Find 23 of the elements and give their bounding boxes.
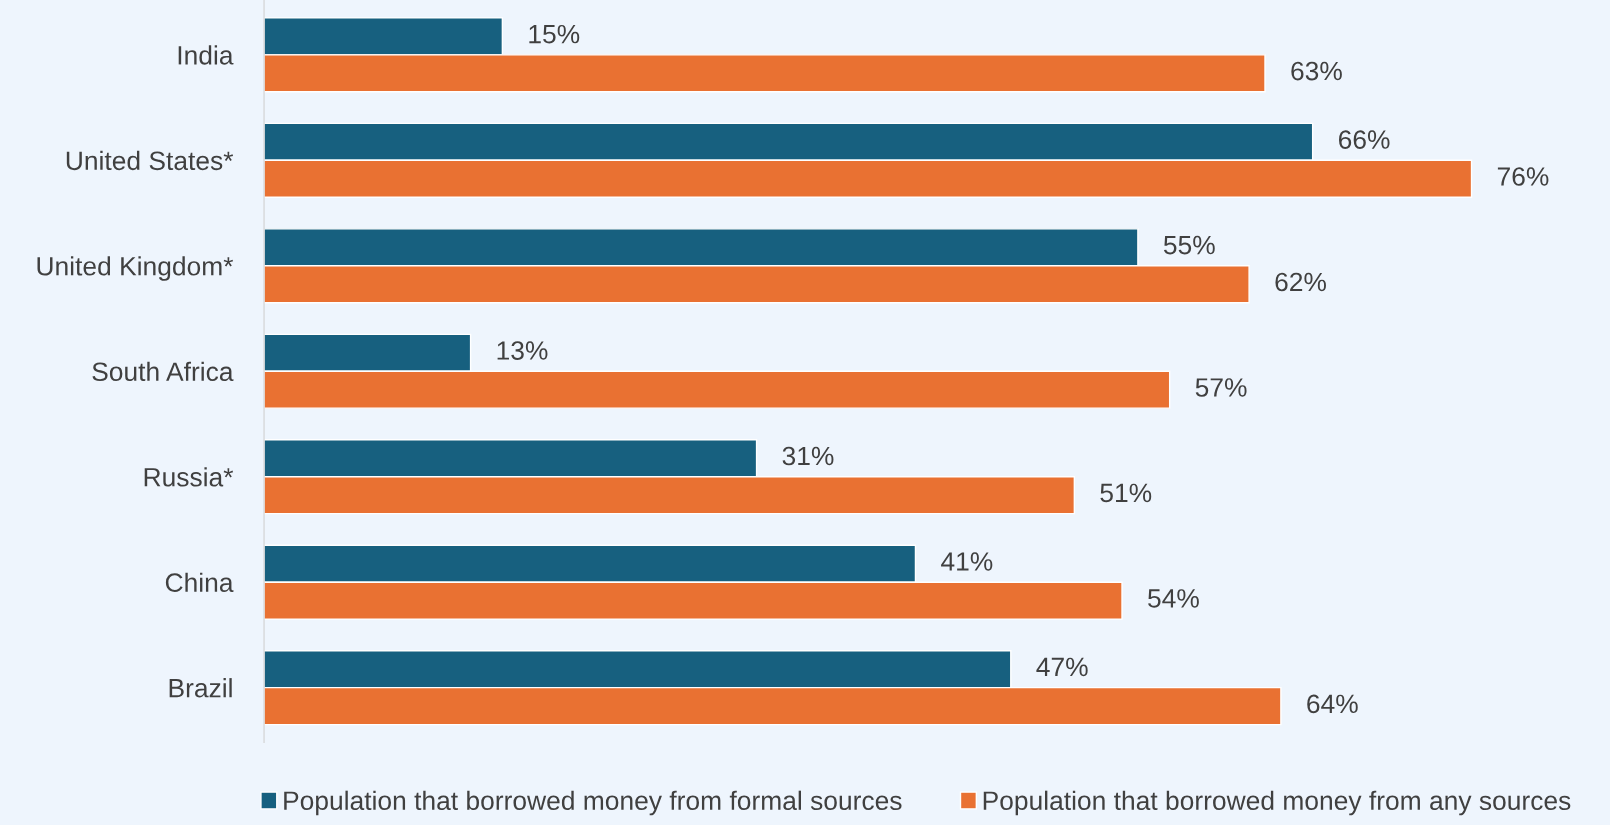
data-label: 64%: [1307, 694, 1358, 714]
data-label: 41%: [941, 552, 993, 571]
y-tick-label: India: [178, 45, 234, 65]
y-tick-label: South Africa: [92, 361, 234, 382]
data-label: 57%: [1195, 378, 1247, 397]
data-label: 66%: [1339, 130, 1390, 149]
data-label: 51%: [1100, 483, 1152, 503]
data-label: 13%: [497, 341, 548, 360]
legend-label: Population that borrowed money from any sources: [983, 790, 1571, 816]
legend-label: Population that borrowed money from formal sources: [284, 790, 902, 816]
data-label: 62%: [1275, 272, 1326, 292]
data-label: 54%: [1148, 589, 1199, 608]
y-tick-label: United Kingdom*: [37, 256, 234, 281]
y-tick-label: Russia*: [144, 467, 234, 487]
data-label: 55%: [1163, 235, 1215, 255]
data-label: 15%: [529, 24, 580, 44]
data-label: 63%: [1291, 61, 1342, 81]
data-label: 47%: [1036, 657, 1088, 677]
y-tick-label: United States*: [66, 150, 234, 171]
data-label: 76%: [1497, 167, 1549, 186]
data-label: 31%: [782, 446, 834, 466]
y-tick-label: China: [165, 572, 234, 593]
y-tick-label: Brazil: [169, 678, 232, 698]
